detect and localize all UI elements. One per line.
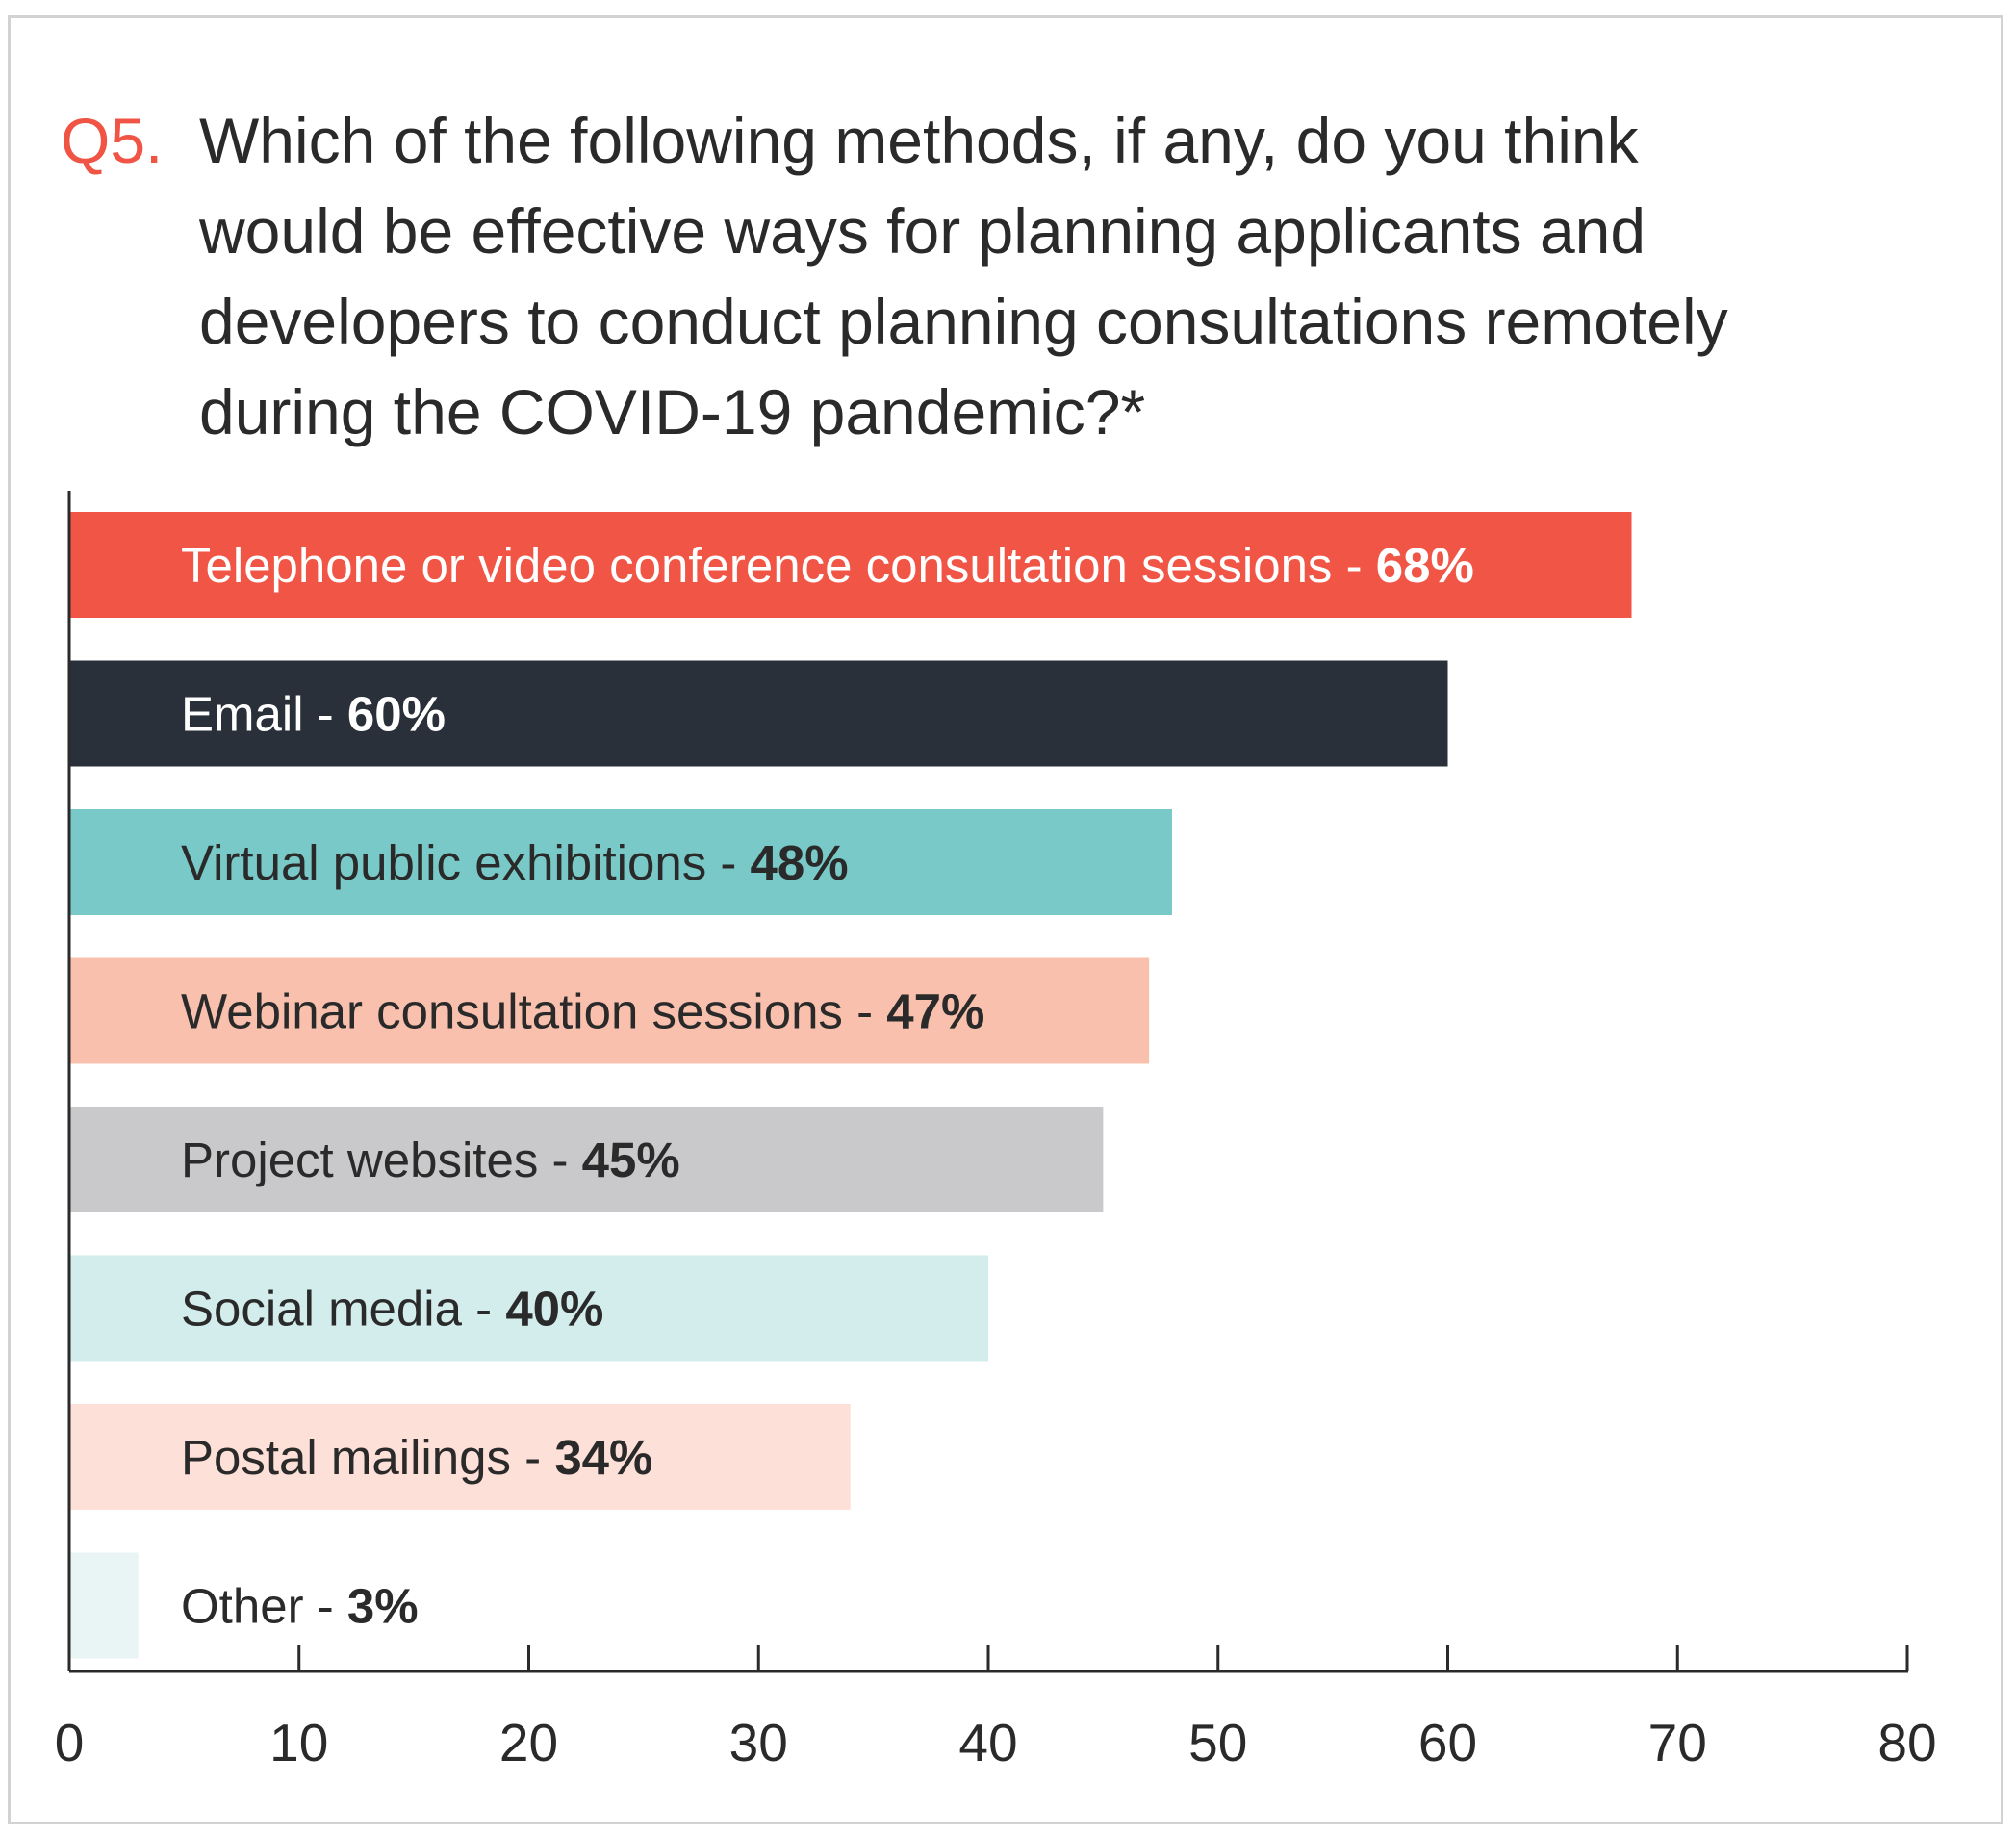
bar-2 bbox=[69, 660, 1448, 767]
bar-label-separator: - bbox=[843, 984, 886, 1039]
bar-label-7: Postal mailings - 34% bbox=[181, 1430, 652, 1485]
bar-category-label: Social media bbox=[181, 1282, 463, 1337]
bar-4 bbox=[69, 957, 1150, 1064]
bar-8 bbox=[69, 1552, 139, 1659]
x-tick-label-70: 70 bbox=[1648, 1713, 1707, 1772]
bar-label-5: Project websites - 45% bbox=[181, 1133, 680, 1187]
x-tick-label-80: 80 bbox=[1877, 1713, 1936, 1772]
bar-value-label: 40% bbox=[505, 1282, 603, 1337]
bar-label-separator: - bbox=[706, 835, 750, 890]
bar-label-separator: - bbox=[304, 1579, 347, 1634]
x-tick-label-20: 20 bbox=[499, 1713, 558, 1772]
bar-value-label: 48% bbox=[751, 835, 849, 890]
bar-7 bbox=[69, 1404, 851, 1510]
bar-value-label: 45% bbox=[582, 1133, 680, 1187]
bar-label-2: Email - 60% bbox=[181, 687, 446, 742]
bar-label-separator: - bbox=[511, 1430, 554, 1485]
bar-label-1: Telephone or video conference consultati… bbox=[181, 538, 1474, 593]
question-number: Q5. bbox=[61, 105, 164, 176]
bar-category-label: Other bbox=[181, 1579, 304, 1634]
chart-card: Q5. Which of the following methods, if a… bbox=[8, 15, 2003, 1824]
bar-label-separator: - bbox=[538, 1133, 581, 1187]
bar-label-3: Virtual public exhibitions - 48% bbox=[181, 835, 849, 890]
bar-category-label: Webinar consultation sessions bbox=[181, 984, 843, 1039]
bar-category-label: Postal mailings bbox=[181, 1430, 511, 1485]
bar-value-label: 68% bbox=[1376, 538, 1474, 593]
bar-value-label: 3% bbox=[347, 1579, 419, 1634]
bar-label-separator: - bbox=[1332, 538, 1375, 593]
bar-6 bbox=[69, 1255, 988, 1362]
bar-3 bbox=[69, 809, 1172, 915]
question-text: Which of the following methods, if any, … bbox=[199, 105, 1728, 447]
x-tick-label-30: 30 bbox=[729, 1713, 788, 1772]
bar-1 bbox=[69, 512, 1632, 618]
bar-value-label: 34% bbox=[554, 1430, 652, 1485]
bar-5 bbox=[69, 1107, 1104, 1212]
x-tick-label-50: 50 bbox=[1188, 1713, 1247, 1772]
bar-label-separator: - bbox=[462, 1282, 505, 1337]
bar-label-6: Social media - 40% bbox=[181, 1282, 603, 1337]
bar-category-label: Virtual public exhibitions bbox=[181, 835, 706, 890]
bar-category-label: Email bbox=[181, 687, 304, 742]
bar-category-label: Project websites bbox=[181, 1133, 538, 1187]
x-tick-label-40: 40 bbox=[958, 1713, 1017, 1772]
bar-label-4: Webinar consultation sessions - 47% bbox=[181, 984, 984, 1039]
bar-label-separator: - bbox=[304, 687, 347, 742]
x-tick-label-60: 60 bbox=[1418, 1713, 1477, 1772]
bar-value-label: 47% bbox=[886, 984, 984, 1039]
x-tick-label-0: 0 bbox=[55, 1713, 85, 1772]
bar-label-8: Other - 3% bbox=[181, 1579, 419, 1634]
bar-value-label: 60% bbox=[347, 687, 446, 742]
bar-category-label: Telephone or video conference consultati… bbox=[181, 538, 1332, 593]
x-tick-label-10: 10 bbox=[269, 1713, 328, 1772]
